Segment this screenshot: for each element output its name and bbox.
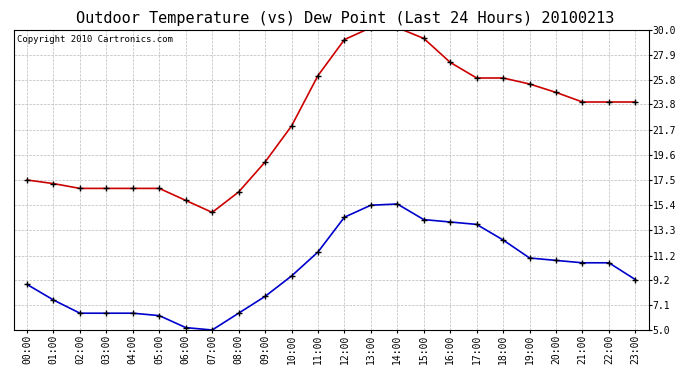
Text: Copyright 2010 Cartronics.com: Copyright 2010 Cartronics.com: [17, 34, 173, 44]
Text: Outdoor Temperature (vs) Dew Point (Last 24 Hours) 20100213: Outdoor Temperature (vs) Dew Point (Last…: [76, 11, 614, 26]
